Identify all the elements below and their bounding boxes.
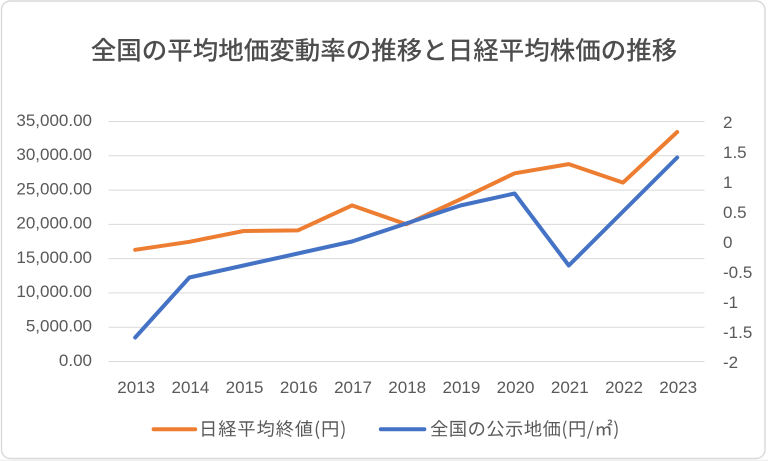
svg-text:2014: 2014 <box>171 378 209 397</box>
svg-text:2018: 2018 <box>388 378 426 397</box>
svg-text:2022: 2022 <box>605 378 643 397</box>
svg-text:2: 2 <box>723 113 732 132</box>
svg-text:-0.5: -0.5 <box>723 263 752 282</box>
svg-text:2023: 2023 <box>659 378 697 397</box>
svg-text:0.00: 0.00 <box>59 351 92 370</box>
svg-text:25,000.00: 25,000.00 <box>16 179 92 198</box>
svg-text:20,000.00: 20,000.00 <box>16 214 92 233</box>
svg-text:2021: 2021 <box>551 378 589 397</box>
svg-text:-1.5: -1.5 <box>723 323 752 342</box>
svg-text:2016: 2016 <box>280 378 318 397</box>
svg-text:2020: 2020 <box>497 378 535 397</box>
svg-text:30,000.00: 30,000.00 <box>16 145 92 164</box>
svg-text:2015: 2015 <box>226 378 264 397</box>
svg-text:5,000.00: 5,000.00 <box>26 317 92 336</box>
svg-text:1: 1 <box>723 173 732 192</box>
svg-text:0: 0 <box>723 233 732 252</box>
svg-text:0.5: 0.5 <box>723 203 747 222</box>
svg-text:10,000.00: 10,000.00 <box>16 282 92 301</box>
svg-text:1.5: 1.5 <box>723 143 747 162</box>
svg-text:35,000.00: 35,000.00 <box>16 111 92 130</box>
svg-text:-2: -2 <box>723 353 738 372</box>
svg-text:-1: -1 <box>723 293 738 312</box>
svg-text:15,000.00: 15,000.00 <box>16 248 92 267</box>
svg-text:2013: 2013 <box>117 378 155 397</box>
svg-text:2017: 2017 <box>334 378 372 397</box>
svg-text:2019: 2019 <box>442 378 480 397</box>
